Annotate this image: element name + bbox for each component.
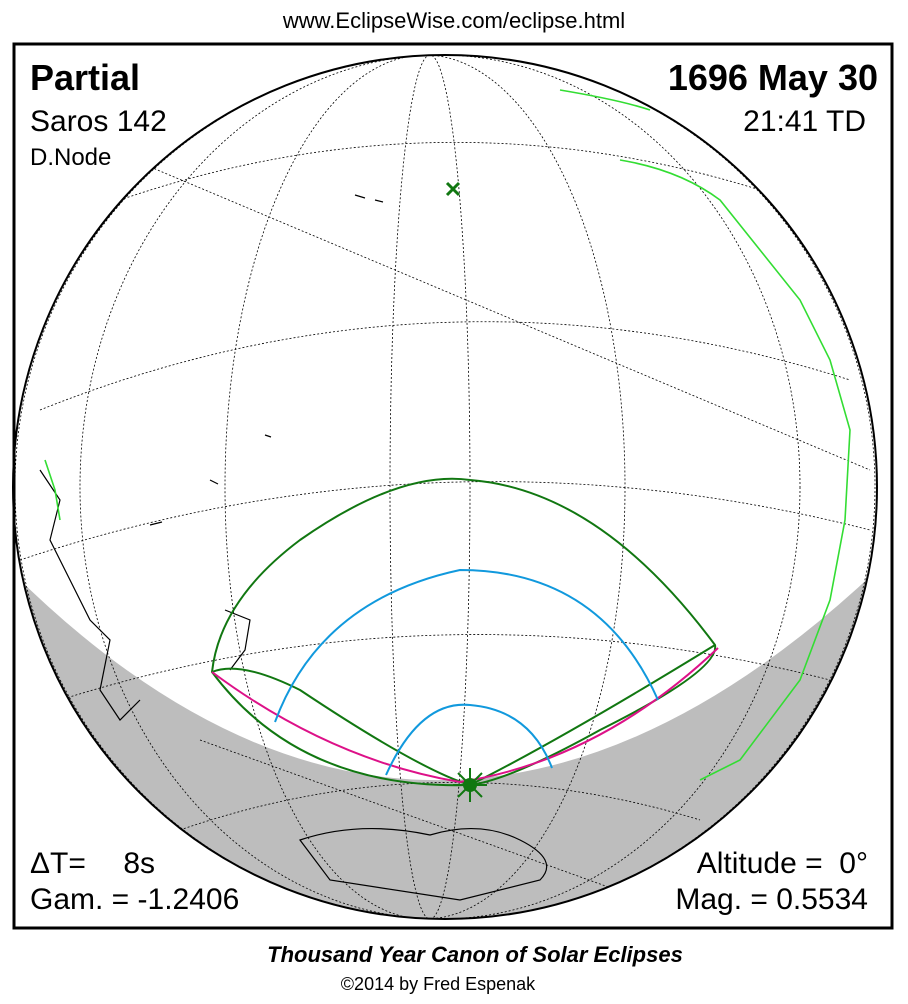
parallel <box>19 481 871 561</box>
coastline-green <box>44 459 61 521</box>
new-zealand <box>224 609 251 671</box>
parallel <box>179 781 701 831</box>
date: 1696 May 30 <box>668 57 878 98</box>
american-coast <box>559 89 851 781</box>
greatest-eclipse-star <box>453 768 487 802</box>
magnitude-contour <box>274 568 659 723</box>
meridian <box>14 55 876 919</box>
footer-title: Thousand Year Canon of Solar Eclipses <box>267 942 683 967</box>
max-eclipse-curve <box>211 647 719 784</box>
meridian <box>224 55 626 919</box>
time: 21:41 TD <box>743 105 866 138</box>
globe-outline <box>12 54 878 920</box>
copyright: ©2014 by Fred Espenak <box>341 974 536 994</box>
coastline <box>39 469 141 721</box>
night-region <box>13 540 877 919</box>
parallel <box>39 321 851 411</box>
delta-t-value: 8s <box>123 847 155 880</box>
parallel <box>119 142 761 201</box>
gamma: Gam. = -1.2406 <box>30 883 239 916</box>
saros: Saros 142 <box>30 105 167 138</box>
antarctica <box>299 827 548 901</box>
magnitude-contour <box>385 703 553 776</box>
delta-t-label: ΔT= <box>30 847 86 880</box>
eclipse-type: Partial <box>30 57 140 98</box>
node: D.Node <box>30 144 111 171</box>
sub-solar-point <box>445 181 461 197</box>
islands <box>149 194 384 526</box>
rise-set-curve <box>211 644 716 787</box>
magnitude: Mag. = 0.5534 <box>675 883 868 916</box>
source-url: www.EclipseWise.com/eclipse.html <box>282 8 625 33</box>
parallel <box>59 634 831 701</box>
meridian <box>79 55 801 919</box>
meridian <box>389 55 471 919</box>
altitude: Altitude = 0° <box>697 847 868 880</box>
